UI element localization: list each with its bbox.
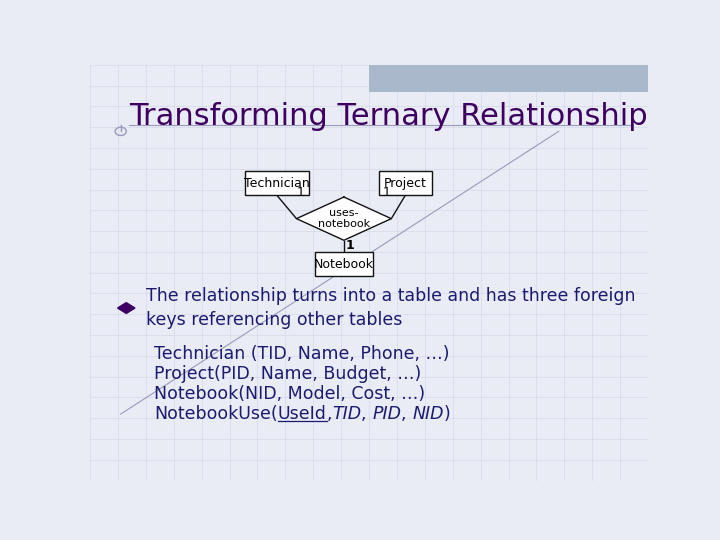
Text: Project(PID, Name, Budget, …): Project(PID, Name, Budget, …) [154, 364, 421, 383]
Text: UseId: UseId [278, 404, 327, 423]
Text: 1: 1 [383, 186, 391, 199]
Text: NotebookUse(: NotebookUse( [154, 404, 278, 423]
Text: ,: , [327, 404, 332, 423]
Text: Transforming Ternary Relationship: Transforming Ternary Relationship [129, 102, 648, 131]
FancyBboxPatch shape [245, 171, 309, 195]
Text: Notebook(NID, Model, Cost, …): Notebook(NID, Model, Cost, …) [154, 384, 426, 403]
Text: ,: , [401, 404, 413, 423]
Polygon shape [297, 197, 392, 240]
Text: PID: PID [372, 404, 401, 423]
Text: Notebook: Notebook [314, 258, 374, 271]
Text: 1: 1 [346, 239, 354, 252]
Text: uses-
notebook: uses- notebook [318, 208, 370, 230]
Text: 1: 1 [297, 186, 305, 199]
Text: ,: , [361, 404, 372, 423]
FancyBboxPatch shape [379, 171, 432, 195]
FancyBboxPatch shape [315, 252, 373, 276]
Text: Project: Project [384, 177, 427, 190]
Text: ): ) [444, 404, 451, 423]
Text: The relationship turns into a table and has three foreign
keys referencing other: The relationship turns into a table and … [145, 287, 635, 329]
Text: NID: NID [413, 404, 444, 423]
Text: TID: TID [332, 404, 361, 423]
Polygon shape [117, 302, 135, 313]
FancyBboxPatch shape [369, 65, 648, 92]
Text: Technician: Technician [244, 177, 310, 190]
Text: Technician (TID, Name, Phone, …): Technician (TID, Name, Phone, …) [154, 345, 450, 363]
